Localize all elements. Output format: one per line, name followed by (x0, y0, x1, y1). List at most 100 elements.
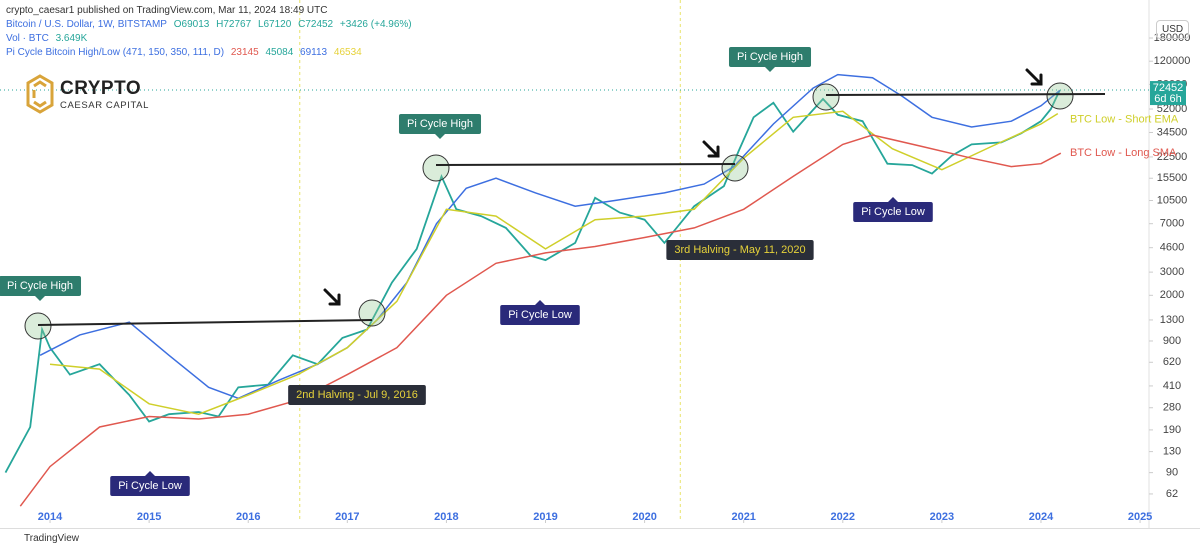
x-tick-label: 2016 (236, 511, 260, 523)
y-tick-label: 410 (1163, 380, 1181, 392)
pi-cycle-circle (812, 83, 840, 111)
pointer (435, 134, 445, 139)
volume-label: Vol · BTC (6, 33, 49, 44)
annotation-box (110, 476, 190, 496)
annotation-label: Pi Cycle High (7, 280, 73, 292)
volume-row: Vol · BTC 3.649K (6, 32, 416, 46)
indicator-value: 45084 (265, 47, 294, 58)
brand-name: CRYPTO (60, 77, 142, 99)
annotation: Pi Cycle Low (500, 300, 580, 325)
x-tick-label: 2018 (434, 511, 458, 523)
y-tick-label: 62 (1166, 488, 1178, 500)
symbol: Bitcoin / U.S. Dollar, 1W, BITSTAMP (6, 19, 167, 30)
x-tick-label: 2024 (1029, 511, 1054, 523)
last-price: 72452 (1153, 82, 1184, 94)
pointer (765, 67, 775, 72)
annotation-label: 2nd Halving - Jul 9, 2016 (296, 389, 418, 401)
annotation-box (853, 202, 933, 222)
y-tick-label: 4600 (1160, 242, 1184, 254)
pointer (888, 197, 898, 202)
series-line (19, 134, 1062, 507)
arrow (1025, 68, 1043, 86)
arrow (702, 140, 720, 158)
legend-row: Bitcoin / U.S. Dollar, 1W, BITSTAMP O690… (6, 18, 416, 32)
pi-cycle-circle (358, 299, 386, 327)
y-tick-label: 190 (1163, 424, 1181, 436)
annotation-label: Pi Cycle Low (118, 480, 182, 492)
annotation: Pi Cycle High (0, 276, 82, 301)
annotation-box (398, 114, 482, 134)
x-tick-label: 2025 (1128, 511, 1152, 523)
y-tick-label: 900 (1163, 335, 1181, 347)
open: O69013 (173, 19, 210, 30)
series-label: BTC Low - Short EMA (1070, 114, 1179, 126)
arrow (323, 288, 341, 306)
pointer (145, 471, 155, 476)
brand-logo (26, 74, 54, 114)
indicator-value: 23145 (230, 47, 259, 58)
low: L67120 (257, 19, 292, 30)
trend-line (435, 163, 736, 166)
brand-sub: CAESAR CAPITAL (60, 99, 149, 111)
last-price-box (1150, 81, 1186, 106)
annotation: Pi Cycle High (398, 114, 482, 139)
pi-cycle-circle (422, 154, 450, 182)
annotation: Pi Cycle Low (110, 471, 190, 496)
x-tick-label: 2017 (335, 511, 359, 523)
y-tick-label: 1300 (1160, 314, 1184, 326)
pointer (535, 300, 545, 305)
annotation-box (500, 305, 580, 325)
volume-value: 3.649K (55, 33, 88, 44)
y-tick-label: 180000 (1154, 32, 1191, 44)
pi-cycle-circle (1046, 82, 1074, 110)
x-tick-label: 2021 (731, 511, 755, 523)
y-tick-label: 7000 (1160, 218, 1184, 230)
annotation: 3rd Halving - May 11, 2020 (666, 240, 814, 260)
series-line (49, 110, 1059, 415)
indicator: Pi Cycle Bitcoin High/Low (471, 150, 350… (6, 47, 225, 58)
indicator-value: 69113 (300, 47, 328, 58)
countdown: 6d 6h (1154, 93, 1182, 105)
y-tick-label: 3000 (1160, 266, 1184, 278)
pi-cycle-circle (721, 154, 749, 182)
y-tick-label: 90 (1166, 467, 1178, 479)
footer-brand: TradingView (24, 532, 80, 544)
annotation: 2nd Halving - Jul 9, 2016 (288, 385, 426, 405)
y-tick-label: 620 (1163, 356, 1181, 368)
brand: CRYPTO CAESAR CAPITAL (26, 74, 149, 114)
y-tick-label: 15500 (1157, 172, 1188, 184)
y-tick-label: 22500 (1157, 151, 1188, 163)
y-tick-label: 2000 (1160, 289, 1184, 301)
y-tick-label: 130 (1163, 446, 1181, 458)
annotation-label: Pi Cycle Low (861, 206, 925, 218)
footer: TradingView (0, 528, 1200, 547)
change: +3426 (+4.96%) (339, 19, 412, 30)
close: C72452 (298, 19, 334, 30)
pi-cycle-circle (24, 312, 52, 340)
annotation: Pi Cycle High (728, 47, 812, 72)
currency-button[interactable]: USD (1156, 20, 1190, 39)
series-line (39, 73, 1061, 400)
annotation-label: Pi Cycle High (737, 51, 803, 63)
series-line (4, 89, 1061, 474)
trend-line (825, 93, 1106, 96)
annotation-box (0, 276, 82, 296)
annotation-label: Pi Cycle Low (508, 309, 572, 321)
pointer (35, 296, 45, 301)
x-tick-label: 2014 (38, 511, 63, 523)
indicator-row: Pi Cycle Bitcoin High/Low (471, 150, 350… (6, 46, 416, 60)
annotation-label: 3rd Halving - May 11, 2020 (674, 244, 805, 256)
trend-line (37, 319, 373, 326)
published: crypto_caesar1 published on TradingView.… (6, 5, 328, 16)
y-tick-label: 10500 (1157, 194, 1188, 206)
x-tick-label: 2023 (930, 511, 954, 523)
x-tick-label: 2019 (533, 511, 557, 523)
annotation: Pi Cycle Low (853, 197, 933, 222)
indicator-value: 46534 (333, 47, 362, 58)
x-tick-label: 2020 (632, 511, 656, 523)
y-tick-label: 52000 (1157, 103, 1188, 115)
high: H72767 (216, 19, 252, 30)
x-tick-label: 2015 (137, 511, 161, 523)
annotation-box (666, 240, 814, 260)
